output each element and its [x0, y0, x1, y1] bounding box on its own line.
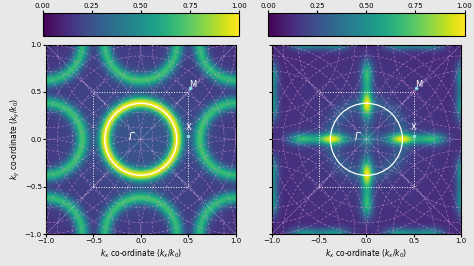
Text: X: X [411, 123, 417, 132]
X-axis label: $k_x$ co-ordinate ($k_x/k_0$): $k_x$ co-ordinate ($k_x/k_0$) [326, 247, 408, 260]
Y-axis label: $k_y$ co-ordinate ($k_y/k_0$): $k_y$ co-ordinate ($k_y/k_0$) [9, 98, 22, 180]
Text: X: X [185, 123, 191, 132]
Text: Γ: Γ [128, 132, 134, 142]
Text: Γ: Γ [354, 132, 360, 142]
Text: M: M [189, 80, 197, 89]
X-axis label: $k_x$ co-ordinate ($k_x/k_0$): $k_x$ co-ordinate ($k_x/k_0$) [100, 247, 182, 260]
Text: M: M [415, 80, 422, 89]
